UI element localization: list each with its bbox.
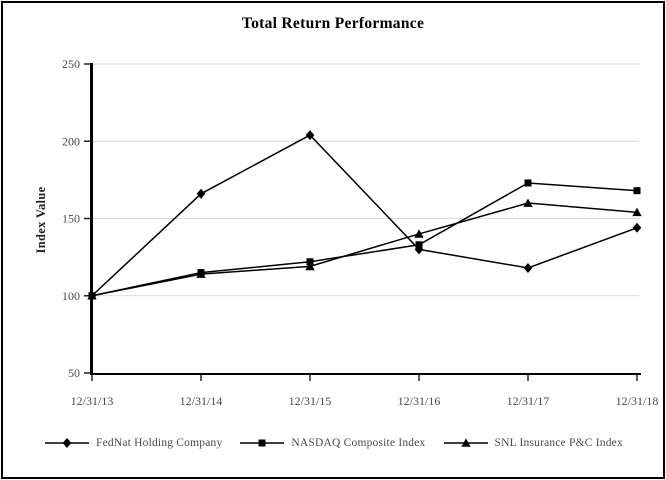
- legend-item-snl: SNL Insurance P&C Index: [443, 437, 623, 449]
- series-line: [91, 182, 638, 297]
- legend-label: FedNat Holding Company: [96, 437, 223, 449]
- diamond-marker-icon: [45, 438, 89, 448]
- x-tick-label: 12/31/15: [289, 394, 332, 408]
- data-point-marker: [196, 269, 206, 278]
- data-point-marker: [258, 439, 266, 447]
- y-tick-label: 200: [62, 134, 80, 148]
- x-tick-label: 12/31/18: [616, 394, 659, 408]
- series-line: [91, 134, 638, 297]
- x-tick-label: 12/31/16: [398, 394, 441, 408]
- x-tick-label: 12/31/14: [180, 394, 223, 408]
- y-tick-label: 150: [62, 212, 80, 226]
- square-marker-icon: [240, 439, 285, 447]
- data-point-marker: [460, 438, 471, 447]
- x-tick-label: 12/31/13: [71, 394, 114, 408]
- data-point-marker: [62, 438, 72, 448]
- data-point-marker: [196, 188, 206, 199]
- triangle-marker-icon: [443, 438, 488, 447]
- legend-label: NASDAQ Composite Index: [291, 437, 426, 449]
- y-tick-label: 100: [62, 289, 80, 303]
- data-point-marker: [415, 241, 423, 249]
- data-point-marker: [523, 262, 533, 273]
- legend-item-nasdaq: NASDAQ Composite Index: [240, 437, 425, 449]
- data-point-marker: [524, 179, 532, 187]
- data-point-marker: [523, 198, 533, 207]
- data-point-marker: [87, 291, 97, 300]
- data-point-marker: [305, 130, 315, 141]
- y-tick-label: 250: [62, 57, 80, 71]
- x-tick-label: 12/31/17: [507, 394, 550, 408]
- legend-item-fednat: FedNat Holding Company: [45, 437, 222, 449]
- data-point-marker: [633, 187, 641, 195]
- legend: FedNat Holding Company NASDAQ Composite …: [45, 434, 623, 452]
- y-tick-label: 50: [68, 366, 80, 380]
- data-point-marker: [414, 229, 424, 238]
- data-point-marker: [632, 207, 642, 217]
- legend-label: SNL Insurance P&C Index: [494, 437, 623, 449]
- data-point-marker: [305, 261, 315, 271]
- chart-title: Total Return Performance: [241, 15, 425, 32]
- data-point-marker: [306, 258, 314, 266]
- series-line: [91, 202, 638, 297]
- data-point-marker: [632, 222, 642, 233]
